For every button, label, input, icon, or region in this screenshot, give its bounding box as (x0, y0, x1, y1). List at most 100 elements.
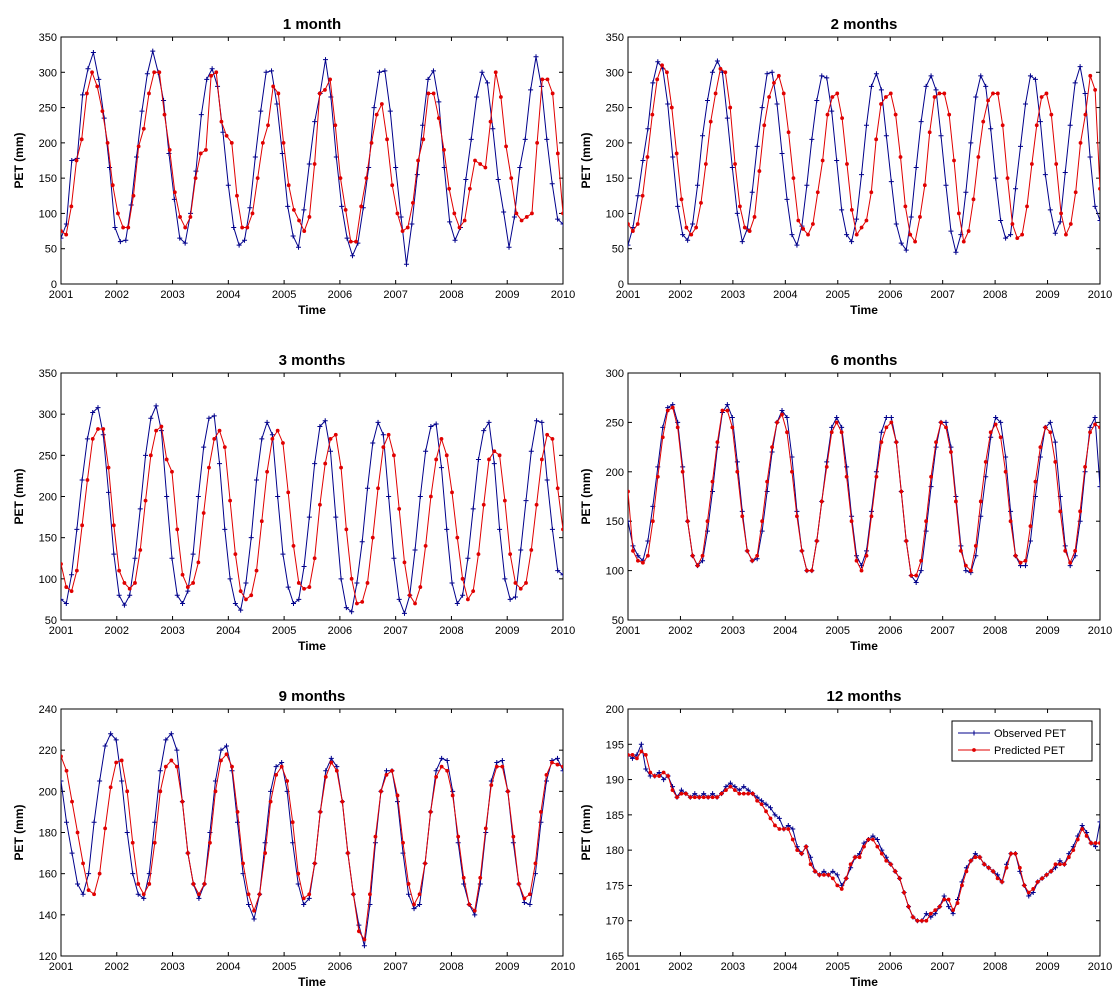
predicted-point (219, 119, 224, 124)
predicted-point (919, 918, 924, 923)
predicted-point (263, 851, 268, 855)
observed-point (685, 237, 691, 243)
y-tick-label: 0 (618, 279, 624, 291)
observed-point (849, 239, 855, 245)
predicted-point (274, 772, 279, 777)
predicted-point (117, 568, 122, 573)
predicted-point (191, 882, 196, 886)
observed-point (484, 80, 490, 86)
predicted-point (1038, 445, 1043, 449)
predicted-point (665, 70, 669, 75)
predicted-point (550, 436, 555, 441)
predicted-point (201, 511, 206, 515)
observed-point (491, 461, 497, 467)
x-tick-label: 2001 (616, 961, 640, 973)
observed-point (690, 221, 696, 227)
observed-point (1047, 419, 1053, 425)
y-tick-label: 180 (606, 845, 624, 857)
observed-point (236, 242, 242, 248)
predicted-point (241, 861, 245, 866)
y-tick-label: 180 (39, 828, 57, 840)
predicted-point (636, 558, 640, 563)
observed-point (1062, 169, 1068, 175)
x-tick-label: 2008 (439, 625, 463, 637)
observed-point (499, 757, 505, 763)
predicted-point (963, 563, 968, 568)
predicted-point (679, 197, 684, 202)
observed-point (198, 112, 204, 118)
predicted-point (733, 162, 737, 166)
observed-point (128, 202, 134, 208)
predicted-point (535, 140, 540, 145)
predicted-point (1028, 524, 1033, 529)
predicted-point (162, 112, 167, 117)
predicted-point (785, 430, 789, 435)
observed-point (878, 87, 884, 93)
predicted-point (74, 158, 79, 163)
x-tick-label: 2009 (495, 961, 519, 973)
predicted-point (888, 91, 893, 96)
observed-point (913, 165, 919, 171)
predicted-point (1044, 91, 1049, 96)
predicted-point (476, 552, 481, 557)
predicted-point (765, 479, 770, 484)
predicted-point (254, 568, 259, 573)
y-tick-label: 200 (606, 467, 624, 479)
predicted-point (1075, 837, 1080, 842)
predicted-point (360, 599, 365, 604)
observed-point (1087, 154, 1093, 160)
observed-point (640, 158, 646, 163)
predicted-point (428, 810, 433, 814)
observed-point (1018, 143, 1024, 149)
predicted-point (497, 453, 502, 458)
predicted-point (993, 422, 998, 427)
predicted-point (822, 872, 826, 877)
predicted-point (428, 494, 433, 499)
observed-point (883, 133, 889, 139)
observed-point (134, 154, 140, 160)
observed-point (306, 895, 312, 901)
x-tick-label: 2007 (930, 961, 954, 973)
predicted-point (942, 897, 947, 902)
predicted-point (271, 84, 276, 89)
observed-point (312, 119, 318, 125)
observed-point (507, 596, 513, 602)
predicted-point (286, 490, 291, 495)
predicted-point (973, 544, 978, 548)
predicted-point (955, 901, 960, 905)
predicted-point (279, 764, 284, 769)
predicted-point (436, 116, 441, 121)
predicted-point (1058, 509, 1063, 514)
observed-point (1092, 203, 1098, 209)
predicted-point (416, 158, 420, 163)
predicted-point (942, 91, 947, 96)
predicted-point (918, 215, 922, 219)
observed-point (333, 514, 339, 520)
predicted-point (1058, 862, 1062, 867)
observed-point (1067, 122, 1073, 128)
predicted-point (944, 425, 948, 430)
predicted-point (742, 225, 747, 230)
observed-point (819, 73, 825, 79)
predicted-point (981, 119, 986, 124)
predicted-point (775, 420, 779, 425)
predicted-point (456, 834, 461, 839)
predicted-point (864, 218, 869, 223)
predicted-point (296, 871, 301, 876)
predicted-point (770, 445, 774, 449)
predicted-point (971, 197, 976, 202)
predicted-point (874, 137, 879, 142)
observed-point (1087, 424, 1093, 430)
observed-point (521, 899, 527, 905)
predicted-point (710, 795, 715, 800)
predicted-point (906, 904, 911, 909)
predicted-point (349, 576, 354, 581)
observed-point (809, 136, 815, 142)
predicted-point (126, 225, 131, 230)
predicted-point (286, 183, 291, 188)
predicted-point (1025, 204, 1029, 209)
x-axis-label: Time (850, 639, 878, 653)
predicted-point (666, 774, 670, 778)
predicted-point (370, 535, 375, 540)
